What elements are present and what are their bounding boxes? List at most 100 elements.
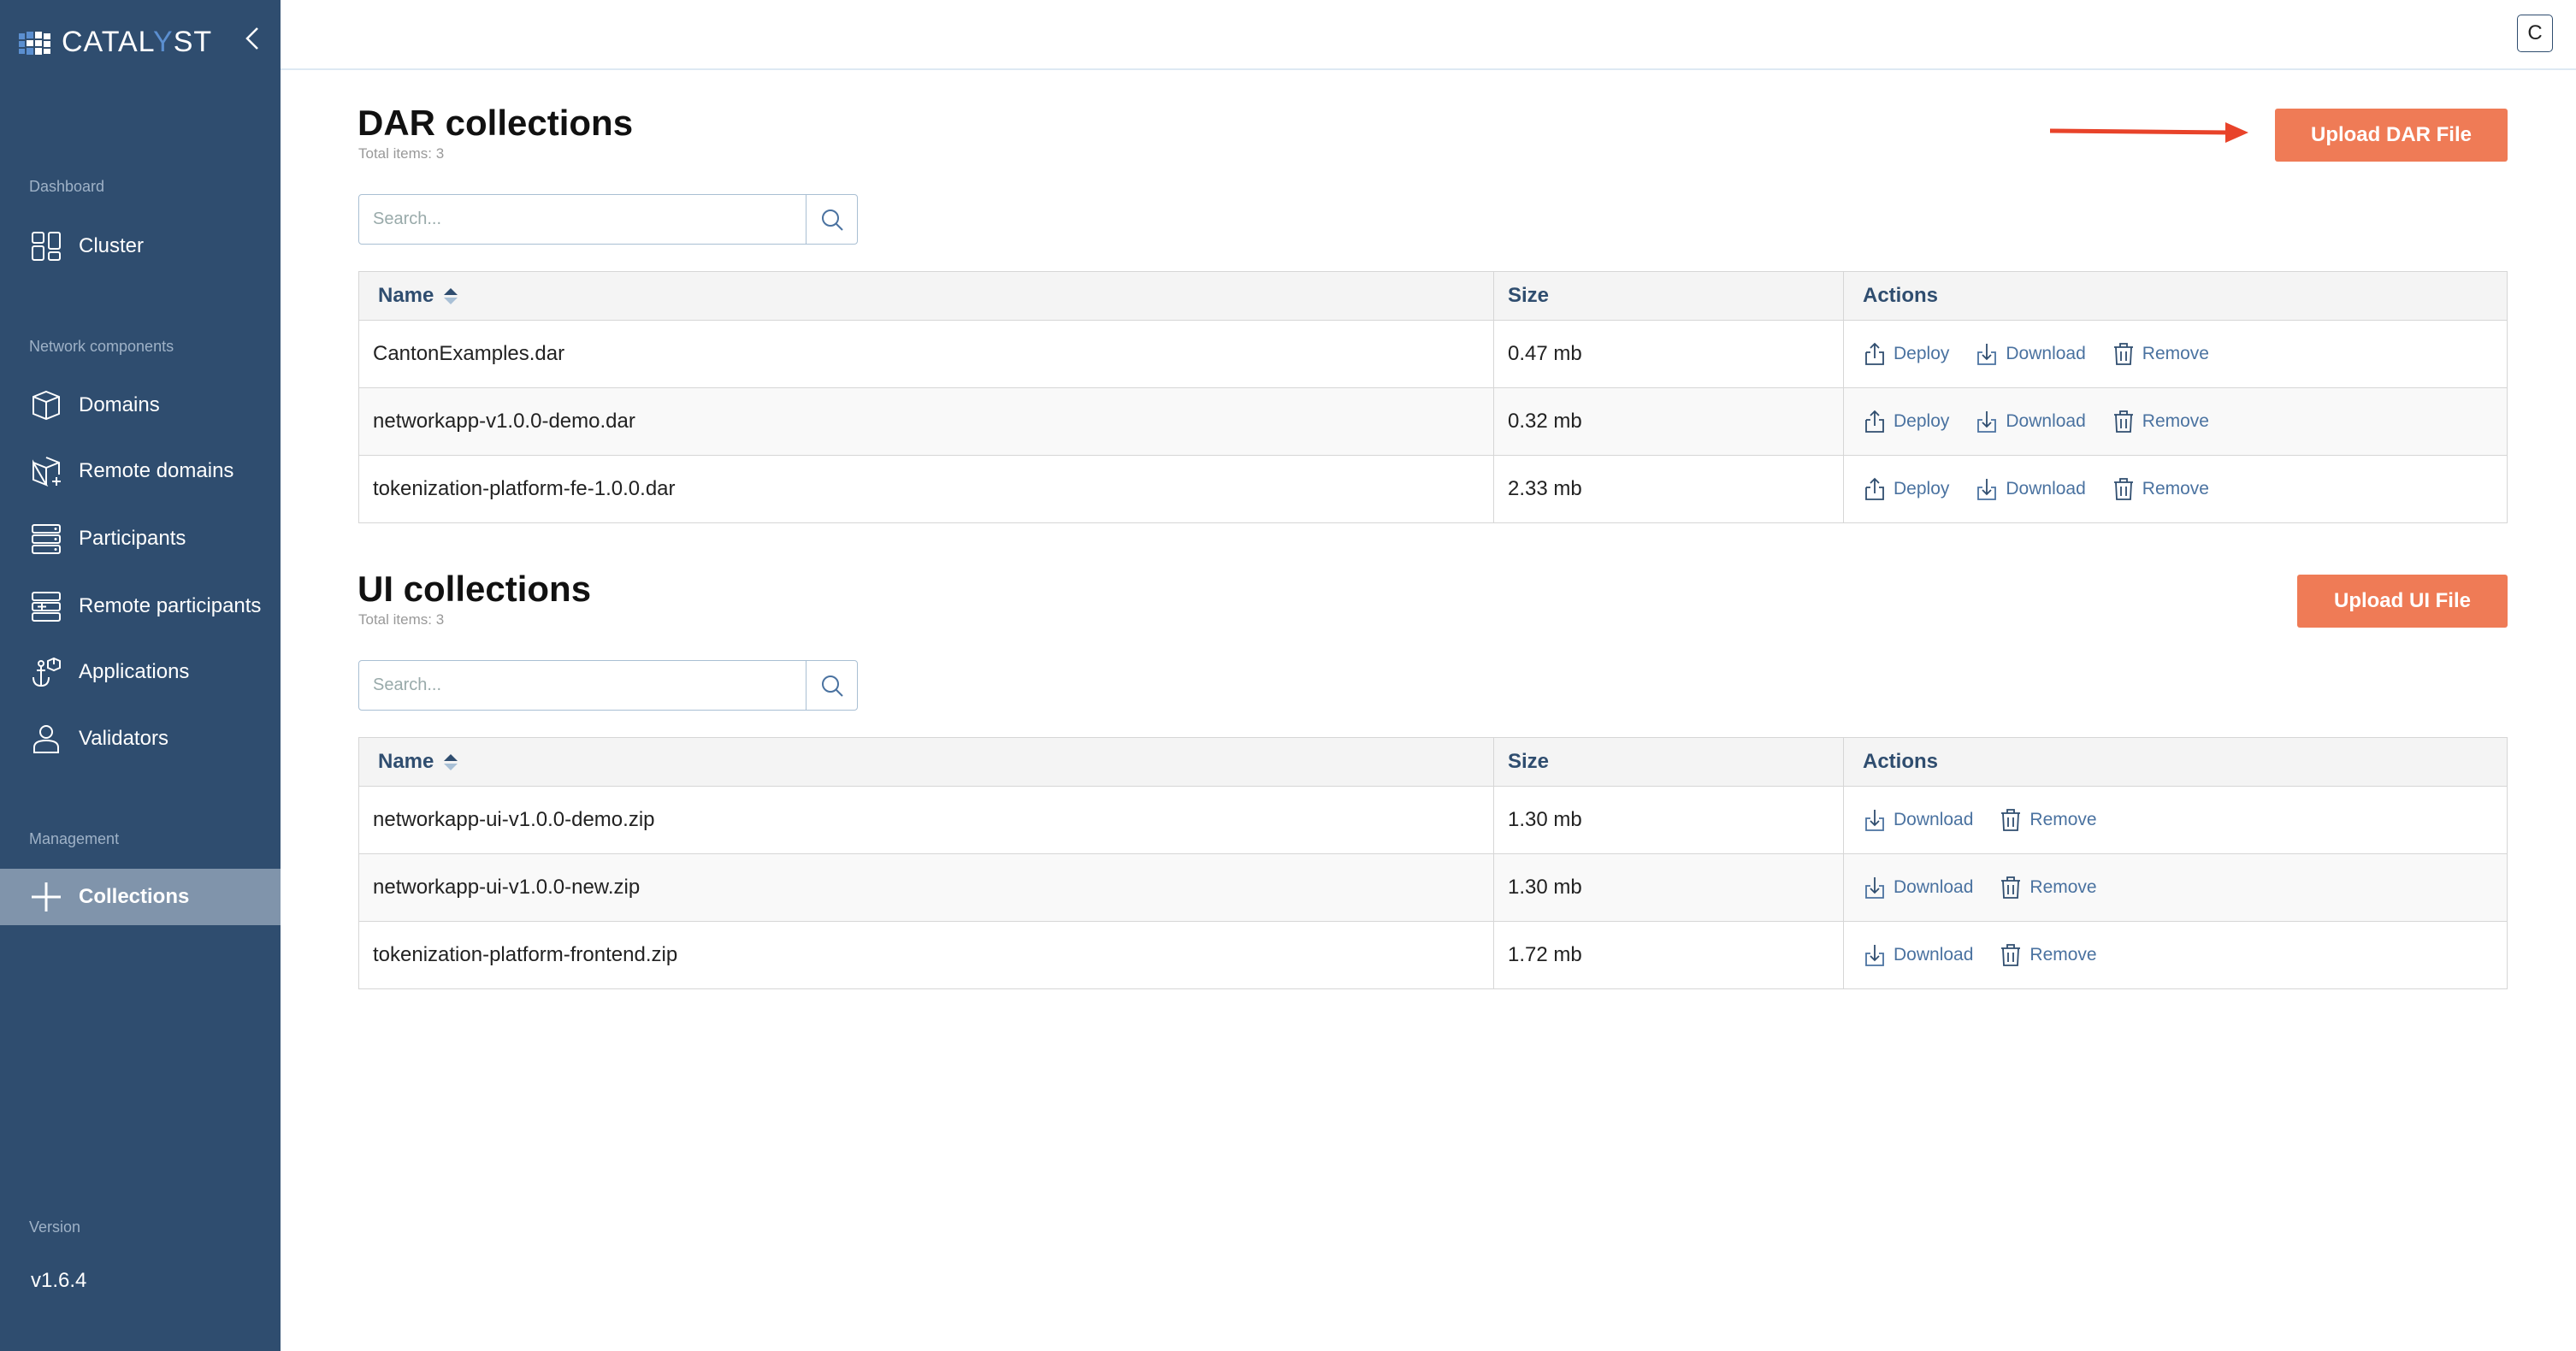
action-label: Download (2006, 411, 2086, 431)
action-label: Remove (2029, 810, 2097, 829)
file-name: tokenization-platform-frontend.zip (359, 922, 1494, 988)
sidebar-item-label: Participants (79, 527, 186, 550)
table-header: Name Size Actions (359, 272, 2507, 320)
action-label: Download (2006, 479, 2086, 499)
download-icon (1977, 344, 1997, 365)
logo-text: CATALYST (62, 26, 213, 58)
table-row: networkapp-ui-v1.0.0-demo.zip 1.30 mb Do… (359, 786, 2507, 853)
sort-icon[interactable] (444, 753, 458, 770)
action-label: Deploy (1894, 411, 1950, 431)
table-row: networkapp-ui-v1.0.0-new.zip 1.30 mb Dow… (359, 853, 2507, 921)
action-label: Deploy (1894, 344, 1950, 363)
dar-search-input[interactable] (359, 195, 806, 244)
sidebar-item-label: Remote participants (79, 594, 262, 617)
upload-icon (1865, 477, 1884, 500)
action-label: Download (1894, 877, 1974, 897)
ui-search-input[interactable] (359, 661, 806, 710)
upload-icon (1865, 342, 1884, 365)
ui-search-button[interactable] (806, 661, 857, 710)
column-actions-header: Actions (1863, 284, 1939, 307)
remove-button[interactable]: Remove (2112, 410, 2209, 434)
row-actions: Download Remove (1844, 922, 2507, 988)
user-menu-button[interactable]: C (2517, 15, 2553, 52)
section-version: Version (29, 1218, 81, 1236)
download-button[interactable]: Download (1975, 477, 2086, 501)
file-name: networkapp-ui-v1.0.0-demo.zip (359, 787, 1494, 853)
plus-icon (32, 882, 61, 911)
file-name: networkapp-ui-v1.0.0-new.zip (359, 854, 1494, 921)
sidebar-item-validators[interactable]: Validators (0, 711, 281, 767)
remove-button[interactable]: Remove (1999, 808, 2097, 832)
action-label: Deploy (1894, 479, 1950, 499)
download-button[interactable]: Download (1975, 410, 2086, 434)
user-icon (33, 725, 59, 753)
server-icon (32, 524, 61, 554)
grid-icon (32, 232, 61, 261)
trash-icon (2113, 343, 2133, 365)
sidebar-item-label: Remote domains (79, 459, 234, 482)
sidebar: CATALYST Dashboard Cluster Network compo… (0, 0, 281, 1351)
file-name: tokenization-platform-fe-1.0.0.dar (359, 456, 1494, 522)
dar-title: DAR collections (357, 103, 634, 143)
remove-button[interactable]: Remove (1999, 876, 2097, 900)
ui-table: Name Size Actions networkapp-ui-v1.0.0-d… (358, 737, 2508, 989)
version-number: v1.6.4 (31, 1269, 87, 1292)
download-button[interactable]: Download (1863, 876, 1973, 900)
sidebar-item-collections[interactable]: Collections (0, 869, 281, 925)
top-bar (281, 0, 2576, 70)
sidebar-item-label: Domains (79, 393, 160, 416)
sidebar-item-remote-domains[interactable]: Remote domains (0, 443, 281, 499)
download-button[interactable]: Download (1863, 808, 1973, 832)
column-size-header: Size (1494, 272, 1844, 320)
dar-table: Name Size Actions CantonExamples.dar 0.4… (358, 271, 2508, 523)
deploy-button[interactable]: Deploy (1863, 410, 1949, 434)
upload-ui-file-button[interactable]: Upload UI File (2297, 575, 2508, 628)
action-label: Download (2006, 344, 2086, 363)
file-name: CantonExamples.dar (359, 321, 1494, 387)
file-size: 0.47 mb (1494, 321, 1844, 387)
download-icon (1977, 479, 1997, 500)
section-management: Management (29, 830, 120, 847)
table-header: Name Size Actions (359, 738, 2507, 786)
action-label: Download (1894, 945, 1974, 965)
trash-icon (2001, 944, 2021, 966)
sidebar-item-remote-participants[interactable]: Remote participants (0, 578, 281, 634)
action-label: Remove (2142, 411, 2209, 431)
row-actions: Deploy Download Remove (1844, 456, 2507, 522)
sort-icon[interactable] (444, 287, 458, 304)
deploy-button[interactable]: Deploy (1863, 342, 1949, 366)
upload-icon (1865, 410, 1884, 433)
column-name-header[interactable]: Name (359, 272, 1494, 320)
upload-dar-file-button[interactable]: Upload DAR File (2275, 109, 2508, 162)
collapse-sidebar-button[interactable] (244, 26, 261, 59)
sidebar-item-label: Applications (79, 660, 190, 683)
sidebar-item-participants[interactable]: Participants (0, 510, 281, 567)
dar-search-button[interactable] (806, 195, 857, 244)
row-actions: Download Remove (1844, 787, 2507, 853)
file-size: 0.32 mb (1494, 388, 1844, 455)
column-actions-header: Actions (1863, 750, 1939, 773)
remove-button[interactable]: Remove (1999, 943, 2097, 967)
download-icon (1977, 411, 1997, 433)
sidebar-item-domains[interactable]: Domains (0, 377, 281, 434)
trash-icon (2001, 809, 2021, 831)
sidebar-item-label: Cluster (79, 234, 145, 257)
file-size: 1.30 mb (1494, 854, 1844, 921)
sidebar-item-applications[interactable]: Applications (0, 644, 281, 700)
trash-icon (2113, 410, 2133, 433)
deploy-button[interactable]: Deploy (1863, 477, 1949, 501)
sidebar-item-cluster[interactable]: Cluster (0, 218, 281, 274)
catalyst-logo: CATALYST (19, 26, 212, 59)
column-name-header[interactable]: Name (359, 738, 1494, 786)
remove-button[interactable]: Remove (2112, 477, 2209, 501)
chevron-left-icon (245, 27, 258, 50)
download-button[interactable]: Download (1975, 342, 2086, 366)
section-dashboard: Dashboard (29, 178, 105, 195)
download-button[interactable]: Download (1863, 943, 1973, 967)
anchor-icon (32, 657, 61, 687)
table-row: tokenization-platform-frontend.zip 1.72 … (359, 921, 2507, 988)
table-row: CantonExamples.dar 0.47 mb Deploy Downloa… (359, 320, 2507, 387)
download-icon (1865, 877, 1884, 899)
remove-button[interactable]: Remove (2112, 342, 2209, 366)
row-actions: Deploy Download Remove (1844, 388, 2507, 455)
